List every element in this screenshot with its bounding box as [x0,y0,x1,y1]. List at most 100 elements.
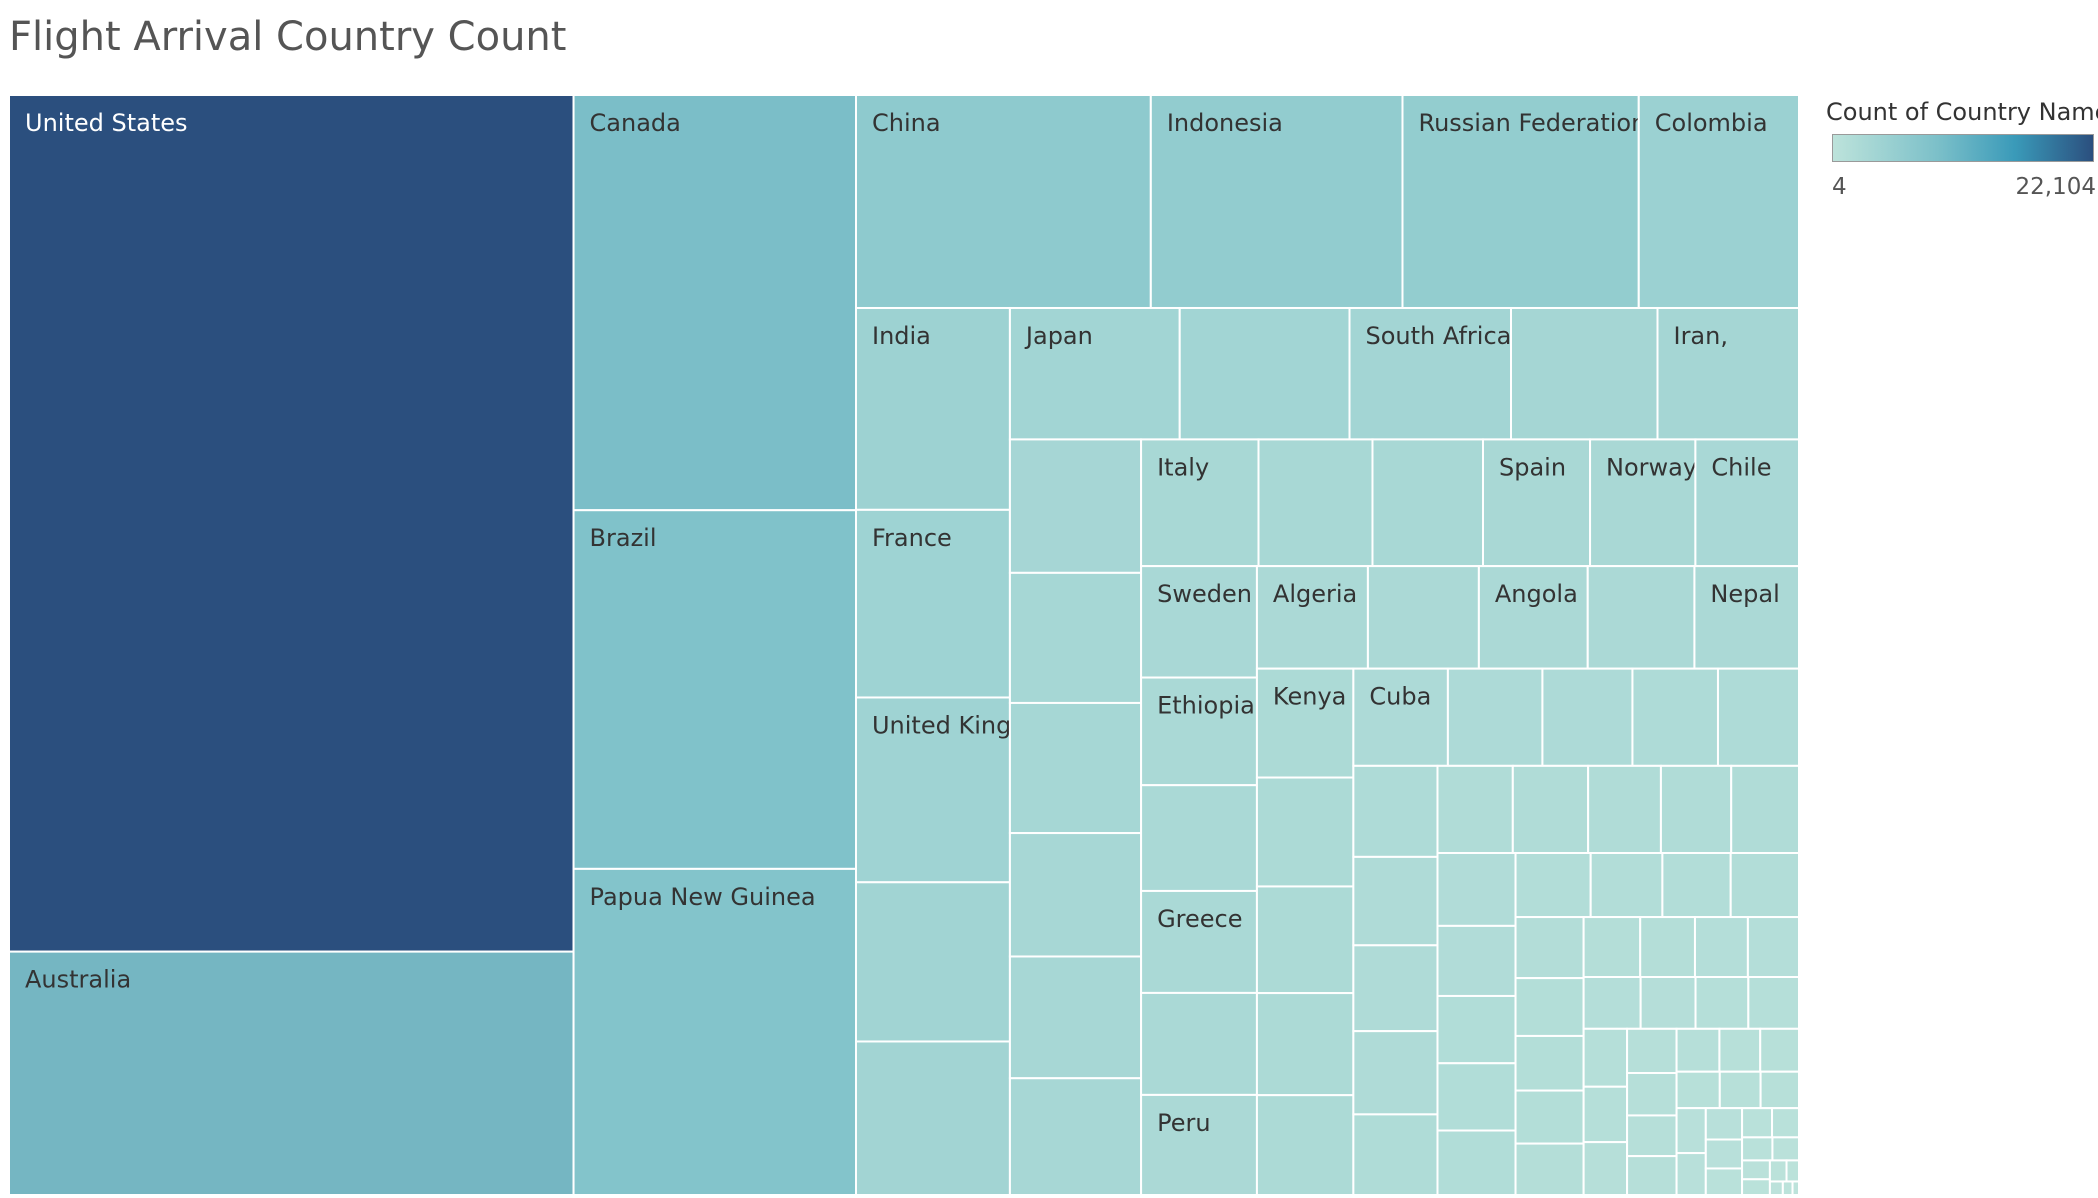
treemap-tile-kenya[interactable] [1255,667,1355,779]
treemap-tile-unlabeled[interactable] [1730,764,1799,854]
treemap-tile-unlabeled[interactable] [854,881,1011,1043]
treemap-tile-unlabeled[interactable] [1178,306,1351,441]
treemap-tile-unlabeled[interactable] [1704,1107,1744,1141]
treemap-tile-unlabeled[interactable] [1436,994,1517,1065]
treemap-tile-unlabeled[interactable] [1352,1030,1439,1116]
treemap-tile-peru[interactable] [1140,1093,1258,1195]
treemap-tile-unlabeled[interactable] [1255,992,1355,1097]
treemap[interactable]: United States Australia Canada Brazil Papua … [9,95,1799,1195]
treemap-tile-unlabeled[interactable] [1371,438,1484,568]
treemap-tile-unlabeled[interactable] [1514,1142,1585,1195]
treemap-tile-unlabeled[interactable] [1768,1159,1788,1183]
treemap-tile-unlabeled[interactable] [1791,1180,1799,1195]
treemap-tile-japan[interactable] [1008,306,1181,441]
treemap-tile-unlabeled[interactable] [1582,975,1642,1030]
treemap-tile-unlabeled[interactable] [1509,306,1659,441]
treemap-tile-unlabeled[interactable] [1587,764,1662,854]
treemap-tile-unlabeled[interactable] [1511,764,1590,854]
treemap-tile-unlabeled[interactable] [1589,851,1664,919]
treemap-tile-unlabeled[interactable] [1541,667,1634,767]
treemap-tile-unlabeled[interactable] [1704,1167,1744,1195]
treemap-tile-unlabeled[interactable] [1352,944,1439,1033]
treemap-tile-algeria[interactable] [1255,565,1369,670]
treemap-tile-unlabeled[interactable] [1716,667,1799,767]
treemap-tile-unlabeled[interactable] [1255,1094,1355,1195]
treemap-tile-russian-federation[interactable] [1401,95,1640,309]
treemap-tile-papua-new-guinea[interactable] [572,867,857,1195]
treemap-tile-unlabeled[interactable] [1626,1114,1678,1158]
treemap-tile-south-africa[interactable] [1348,306,1512,441]
treemap-tile-greece[interactable] [1140,889,1258,994]
treemap-tile-unlabeled[interactable] [1718,1027,1762,1073]
treemap-tile-unlabeled[interactable] [1008,701,1143,835]
treemap-tile-australia[interactable] [9,950,575,1195]
treemap-tile-unlabeled[interactable] [1759,1070,1799,1110]
treemap-tile-unlabeled[interactable] [1582,1141,1629,1195]
treemap-tile-spain[interactable] [1481,438,1592,568]
treemap-tile-unlabeled[interactable] [1675,1027,1721,1073]
treemap-tile-united-kingdom[interactable] [854,696,1011,884]
treemap-tile-france[interactable] [854,508,1011,699]
treemap-tile-india[interactable] [854,306,1011,511]
treemap-tile-unlabeled[interactable] [1582,1027,1629,1088]
treemap-tile-unlabeled[interactable] [1675,1152,1707,1195]
treemap-tile-unlabeled[interactable] [1008,571,1143,704]
treemap-tile-unlabeled[interactable] [1626,1027,1678,1075]
treemap-tile-sweden[interactable] [1140,565,1258,679]
treemap-tile-unlabeled[interactable] [1741,1136,1774,1162]
treemap-tile-unlabeled[interactable] [1352,764,1439,858]
treemap-tile-unlabeled[interactable] [1255,885,1355,995]
treemap-tile-nepal[interactable] [1693,565,1799,670]
treemap-tile-unlabeled[interactable] [1741,1178,1771,1195]
treemap-tile-unlabeled[interactable] [1771,1136,1799,1162]
treemap-tile-unlabeled[interactable] [1626,1072,1678,1117]
treemap-tile-unlabeled[interactable] [1768,1180,1784,1195]
treemap-tile-ethiopia[interactable] [1140,676,1258,787]
treemap-tile-unlabeled[interactable] [1514,916,1585,980]
treemap-tile-unlabeled[interactable] [1008,955,1143,1080]
treemap-tile-unlabeled[interactable] [1704,1138,1744,1170]
treemap-tile-unlabeled[interactable] [1694,975,1750,1030]
treemap-tile-chile[interactable] [1694,438,1799,568]
treemap-tile-unlabeled[interactable] [1140,784,1258,892]
treemap-tile-unlabeled[interactable] [1436,764,1514,854]
treemap-tile-unlabeled[interactable] [1446,667,1544,767]
treemap-tile-unlabeled[interactable] [1741,1159,1771,1181]
treemap-tile-unlabeled[interactable] [1741,1107,1774,1139]
treemap-tile-unlabeled[interactable] [1514,977,1585,1037]
treemap-tile-iran[interactable] [1656,306,1799,441]
treemap-tile-unlabeled[interactable] [1729,851,1799,919]
treemap-tile-unlabeled[interactable] [1631,667,1719,767]
treemap-tile-unlabeled[interactable] [1582,916,1642,978]
treemap-tile-unlabeled[interactable] [1747,975,1799,1030]
treemap-tile-unlabeled[interactable] [1352,855,1439,947]
treemap-tile-unlabeled[interactable] [1436,1129,1517,1195]
treemap-tile-unlabeled[interactable] [1366,565,1480,670]
treemap-tile-unlabeled[interactable] [1514,851,1592,919]
treemap-tile-unlabeled[interactable] [1718,1070,1762,1110]
treemap-tile-brazil[interactable] [572,509,857,870]
treemap-tile-unlabeled[interactable] [1675,1070,1721,1110]
treemap-tile-unlabeled[interactable] [1514,1034,1585,1092]
treemap-tile-unlabeled[interactable] [1436,924,1517,997]
treemap-tile-unlabeled[interactable] [1759,1027,1799,1073]
treemap-tile-unlabeled[interactable] [854,1040,1011,1195]
treemap-tile-unlabeled[interactable] [1257,438,1374,568]
treemap-tile-unlabeled[interactable] [1586,565,1696,670]
treemap-tile-unlabeled[interactable] [1140,991,1258,1096]
treemap-tile-unlabeled[interactable] [1771,1107,1799,1139]
treemap-tile-unlabeled[interactable] [1746,916,1799,978]
treemap-tile-unlabeled[interactable] [1008,832,1143,958]
treemap-tile-unlabeled[interactable] [1659,764,1733,854]
treemap-tile-unlabeled[interactable] [1352,1113,1439,1195]
treemap-tile-colombia[interactable] [1637,95,1799,309]
treemap-tile-china[interactable] [854,95,1152,309]
treemap-tile-unlabeled[interactable] [1255,776,1355,888]
treemap-tile-unlabeled[interactable] [1639,916,1696,978]
treemap-tile-angola[interactable] [1477,565,1589,670]
treemap-tile-unlabeled[interactable] [1514,1089,1585,1145]
treemap-tile-unlabeled[interactable] [1693,916,1749,978]
treemap-tile-italy[interactable] [1140,438,1260,568]
treemap-tile-unlabeled[interactable] [1582,1085,1629,1144]
treemap-tile-norway[interactable] [1589,438,1697,568]
